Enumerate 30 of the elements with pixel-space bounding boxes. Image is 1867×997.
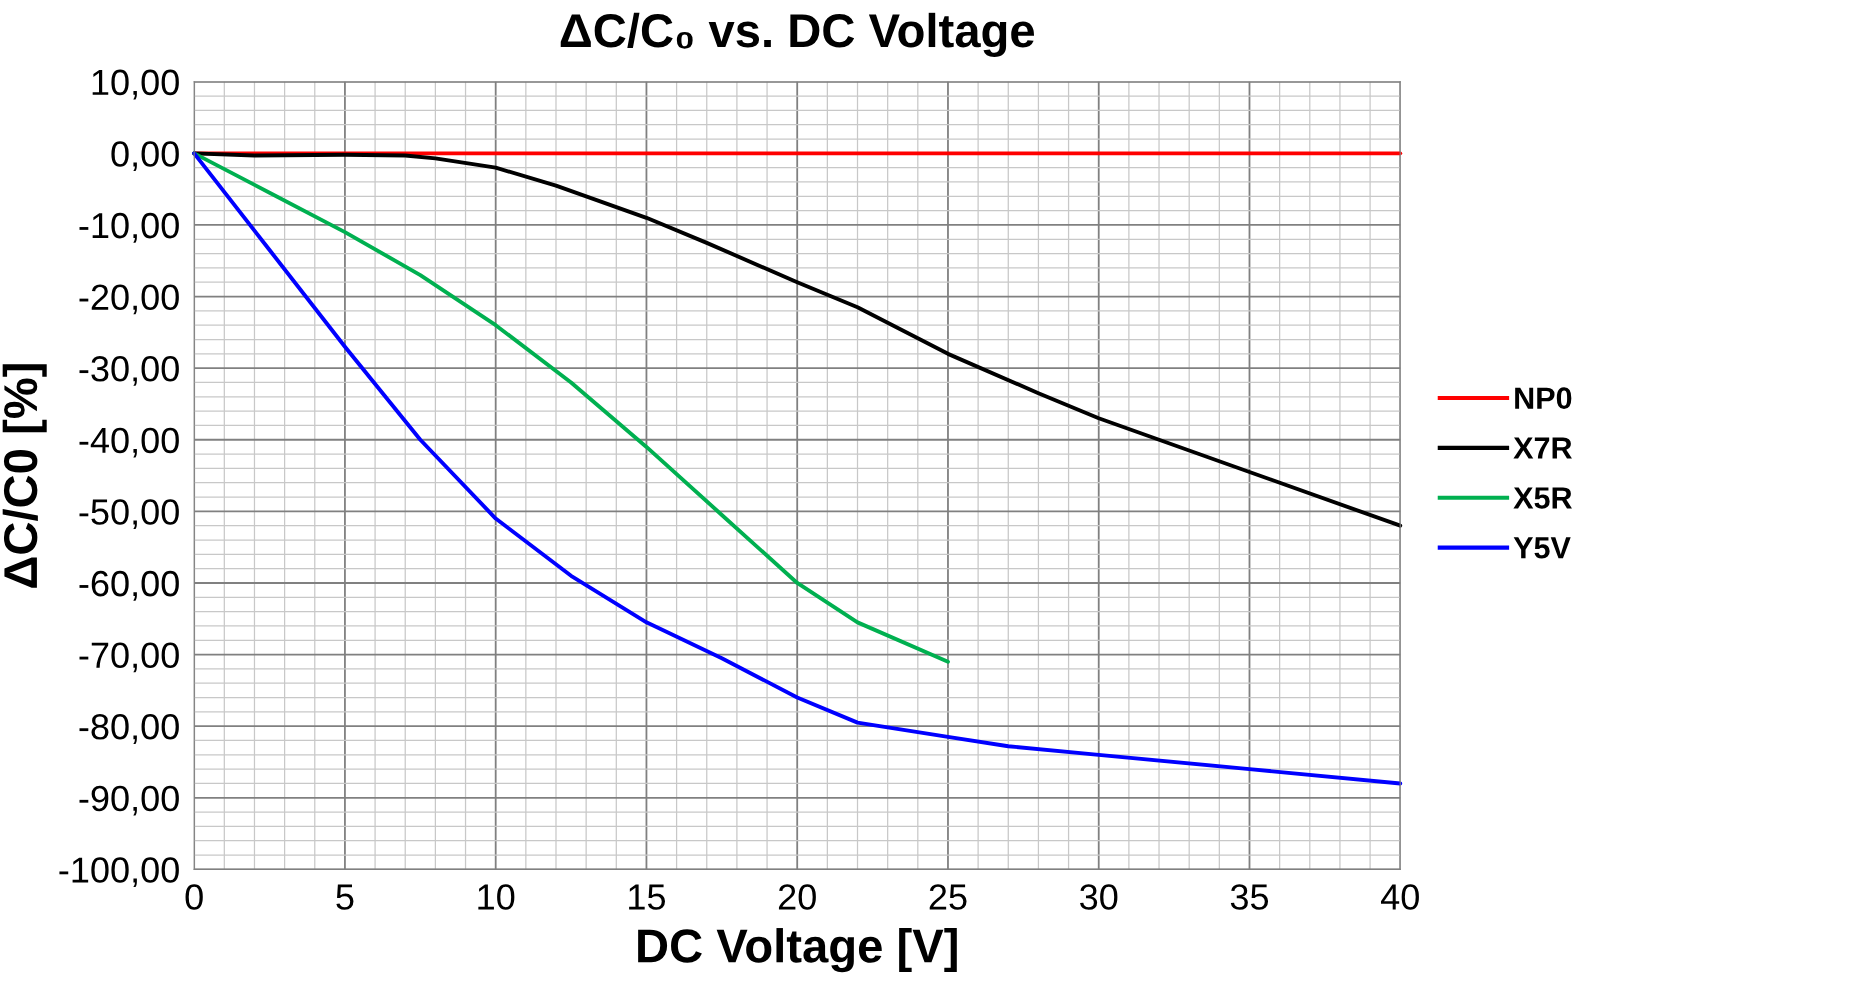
x-tick-label: 40 (1381, 884, 1419, 910)
y-tick-label: -50,00 (79, 499, 179, 530)
y-axis-title: ΔC/C0 [%] (2, 364, 47, 588)
x-tick-label: 10 (478, 884, 515, 910)
x-tick-label: 20 (778, 884, 816, 910)
legend-label: Y5V (1513, 537, 1571, 559)
y-tick-label: -70,00 (79, 642, 179, 673)
line-series (192, 151, 1403, 786)
y-tick-label: -90,00 (79, 785, 179, 816)
x-tick-label: 5 (336, 884, 354, 910)
x-tick-label: 30 (1080, 884, 1118, 910)
legend-label: NP0 (1515, 387, 1572, 409)
y-tick-label: -100,00 (59, 857, 179, 888)
y-tick-label: -10,00 (79, 212, 179, 243)
y-tick-label: -20,00 (79, 284, 179, 315)
x-tick-label: 35 (1230, 884, 1269, 910)
y-tick-label: 0,00 (111, 141, 179, 172)
chart-title: ΔC/C₀ vs. DC Voltage (560, 12, 1035, 58)
legend-label: X5R (1513, 487, 1572, 509)
x-tick-label: 0 (185, 884, 203, 910)
y-tick-label: -30,00 (79, 356, 179, 386)
legend-label: X7R (1513, 437, 1572, 459)
y-tick-label: -60,00 (79, 570, 179, 601)
y-tick-label: -80,00 (79, 714, 179, 744)
y-tick-label: -40,00 (79, 427, 179, 458)
x-tick-label: 25 (929, 884, 967, 910)
x-tick-label: 15 (629, 884, 666, 910)
y-tick-label: 10,00 (92, 69, 179, 100)
x-axis-title: DC Voltage [V] (638, 928, 957, 973)
line-series (192, 151, 1403, 528)
